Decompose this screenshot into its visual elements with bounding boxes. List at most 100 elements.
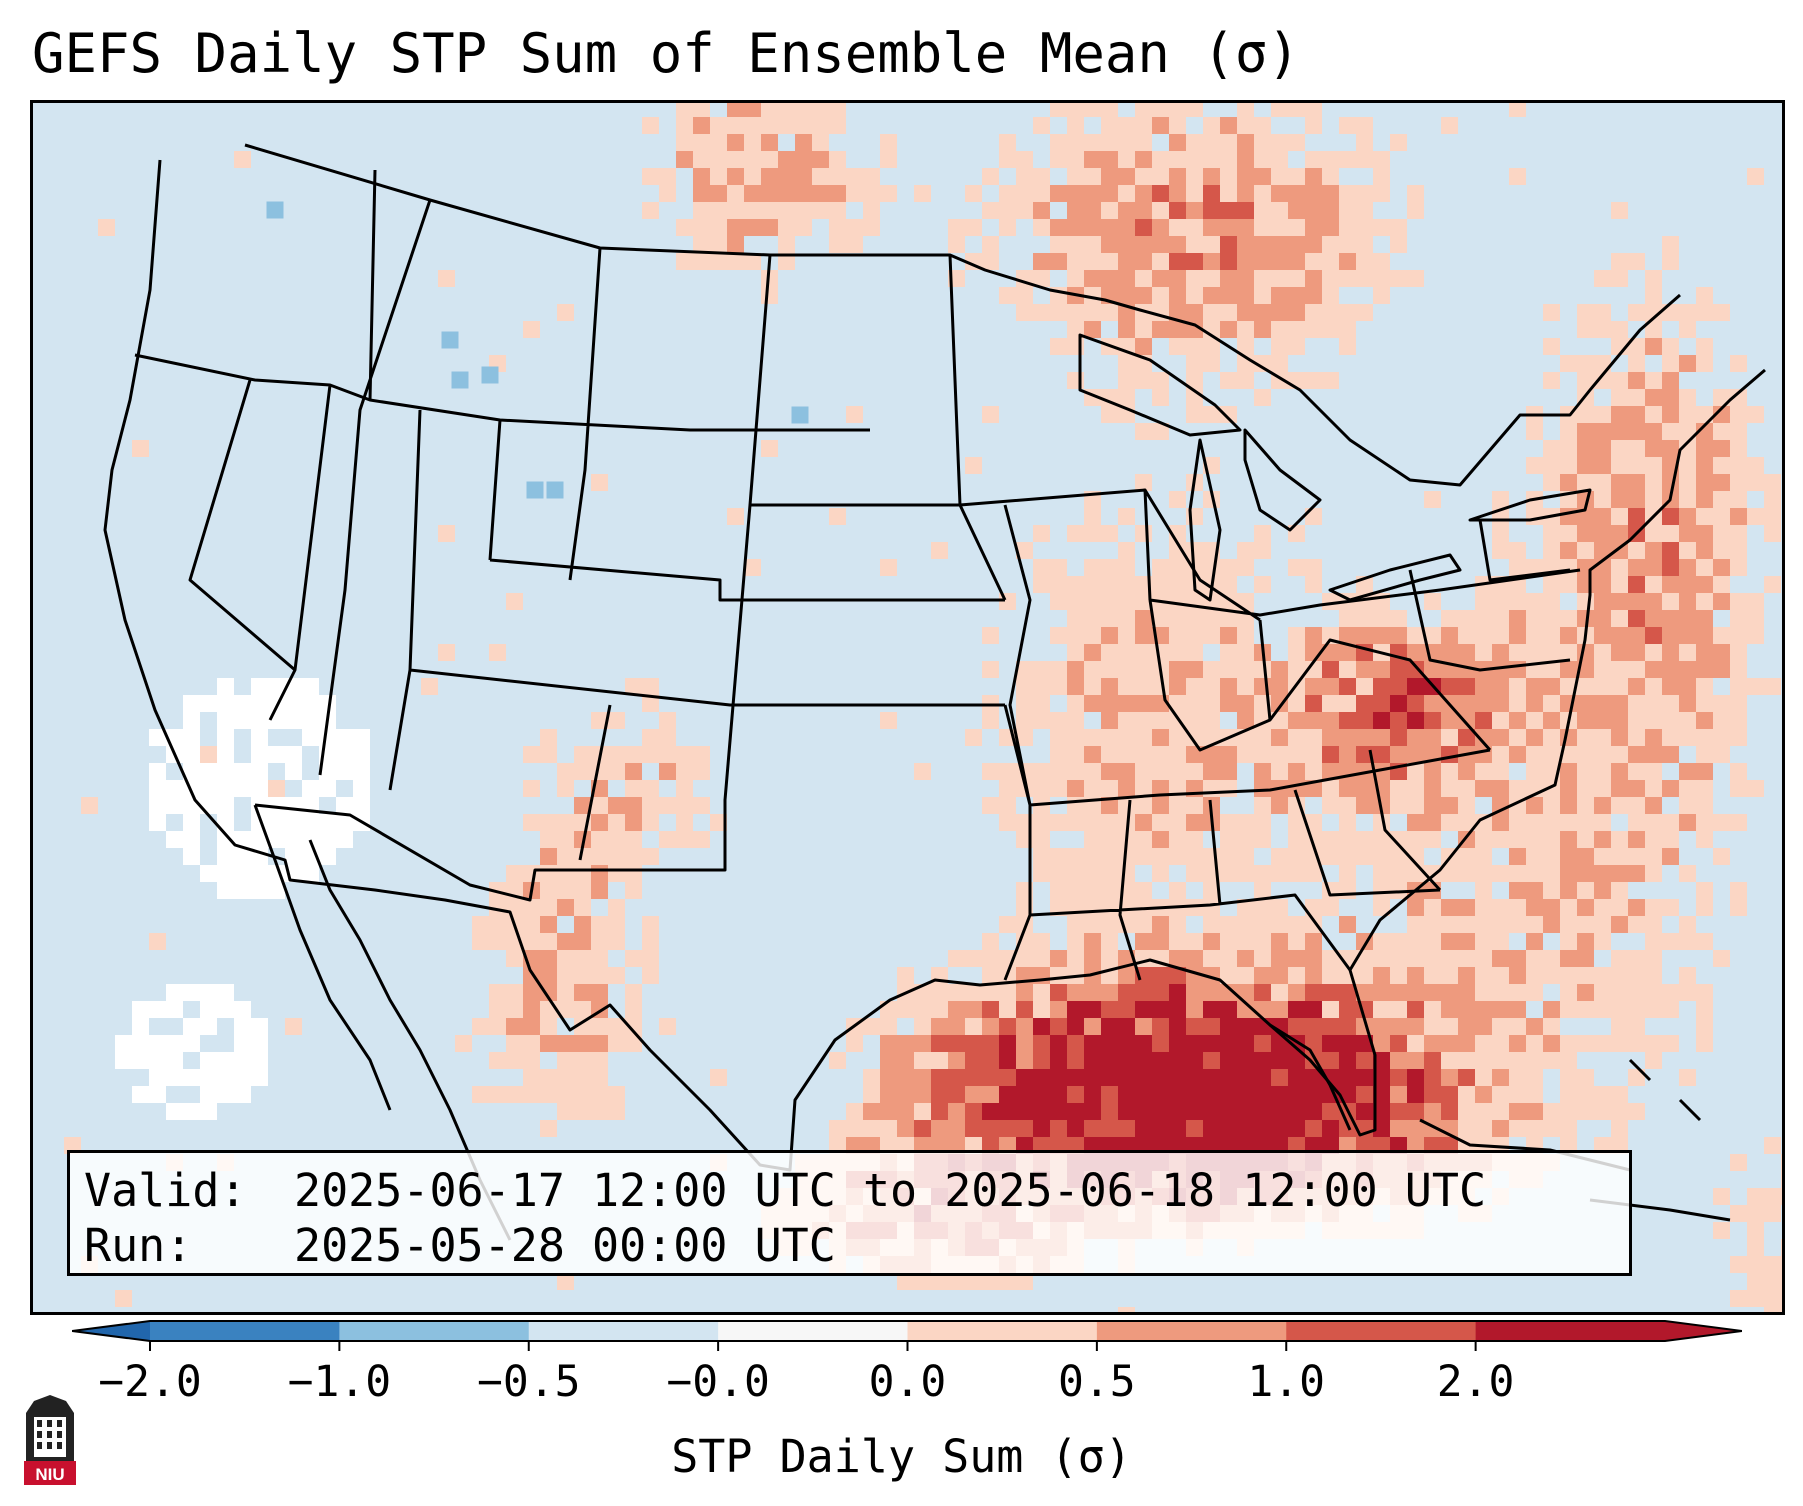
field-cell: [1067, 117, 1084, 134]
field-cell: [217, 814, 234, 831]
field-cell: [302, 831, 319, 848]
field-cell: [744, 151, 761, 168]
field-cell: [1696, 593, 1713, 610]
field-cell: [1679, 678, 1696, 695]
field-cell: [1169, 185, 1186, 202]
field-cell: [1543, 1103, 1560, 1120]
field-cell: [863, 168, 880, 185]
field-cell: [1084, 151, 1101, 168]
field-cell: [931, 1273, 948, 1290]
field-cell: [1050, 1069, 1067, 1086]
field-cell: [1237, 950, 1254, 967]
field-cell: [1628, 440, 1645, 457]
field-cell: [251, 746, 268, 763]
map-panel[interactable]: [30, 100, 1785, 1315]
field-cell: [659, 185, 676, 202]
field-cell: [1441, 865, 1458, 882]
field-cell: [115, 1052, 132, 1069]
field-cell: [1594, 712, 1611, 729]
field-cell: [1577, 848, 1594, 865]
field-cell: [1033, 117, 1050, 134]
field-cell: [1050, 746, 1067, 763]
field-cell: [183, 848, 200, 865]
field-cell: [1764, 525, 1781, 542]
field-cell: [1237, 1052, 1254, 1069]
field-cell: [1016, 678, 1033, 695]
field-cell: [1611, 950, 1628, 967]
field-cell: [1560, 1035, 1577, 1052]
field-cell: [1713, 661, 1730, 678]
field-cell: [557, 1035, 574, 1052]
field-cell: [1101, 916, 1118, 933]
field-cell: [1645, 457, 1662, 474]
field-cell: [1220, 304, 1237, 321]
field-cell: [795, 202, 812, 219]
field-cell: [1118, 967, 1135, 984]
field-cell: [1084, 984, 1101, 1001]
field-cell: [268, 746, 285, 763]
field-cell: [608, 712, 625, 729]
field-cell: [1696, 1018, 1713, 1035]
field-cell: [880, 185, 897, 202]
field-cell: [1305, 695, 1322, 712]
field-cell: [1339, 1052, 1356, 1069]
field-cell: [1050, 865, 1067, 882]
field-cell: [1339, 185, 1356, 202]
field-cell: [1424, 491, 1441, 508]
field-cell: [234, 1052, 251, 1069]
field-cell: [1033, 865, 1050, 882]
field-cell: [1611, 848, 1628, 865]
field-cell: [506, 984, 523, 1001]
field-cell: [1305, 576, 1322, 593]
field-cell: [710, 168, 727, 185]
field-cell: [1594, 1103, 1611, 1120]
field-cell: [1101, 831, 1118, 848]
field-cell: [693, 236, 710, 253]
field-cell: [1645, 338, 1662, 355]
field-cell: [1662, 236, 1679, 253]
field-cell: [183, 1018, 200, 1035]
field-cell: [1730, 1154, 1747, 1171]
field-cell: [1475, 1120, 1492, 1137]
field-cell: [1679, 797, 1696, 814]
field-cell: [1730, 1256, 1747, 1273]
field-cell: [1186, 865, 1203, 882]
field-cell: [1373, 661, 1390, 678]
field-cell: [1169, 219, 1186, 236]
field-cell: [1084, 695, 1101, 712]
field-cell: [1101, 253, 1118, 270]
field-cell: [1220, 780, 1237, 797]
field-cell: [1135, 338, 1152, 355]
field-cell: [1033, 933, 1050, 950]
field-cell: [1645, 389, 1662, 406]
field-cell: [812, 185, 829, 202]
field-cell: [1254, 1035, 1271, 1052]
field-cell: [1254, 746, 1271, 763]
field-cell: [1645, 814, 1662, 831]
field-cell: [1458, 780, 1475, 797]
field-cell: [1696, 440, 1713, 457]
field-cell: [1033, 780, 1050, 797]
field-cell: [1560, 644, 1577, 661]
field-cell: [1118, 508, 1135, 525]
field-cell: [540, 950, 557, 967]
field-cell: [1662, 1035, 1679, 1052]
field-cell: [1220, 814, 1237, 831]
field-cell: [1679, 644, 1696, 661]
field-cell: [217, 831, 234, 848]
field-cell: [1203, 202, 1220, 219]
colorbar-tick-label: −0.0: [666, 1357, 770, 1407]
field-cell: [574, 763, 591, 780]
field-cell: [1152, 202, 1169, 219]
field-cell: [1186, 610, 1203, 627]
field-cell: [659, 712, 676, 729]
field-cell: [1390, 134, 1407, 151]
field-cell: [1254, 202, 1271, 219]
field-cell: [1390, 219, 1407, 236]
field-cell: [1509, 1120, 1526, 1137]
field-cell: [506, 950, 523, 967]
field-cell: [1679, 610, 1696, 627]
field-cell: [1560, 661, 1577, 678]
field-cell: [1509, 661, 1526, 678]
field-cell: [1407, 984, 1424, 1001]
